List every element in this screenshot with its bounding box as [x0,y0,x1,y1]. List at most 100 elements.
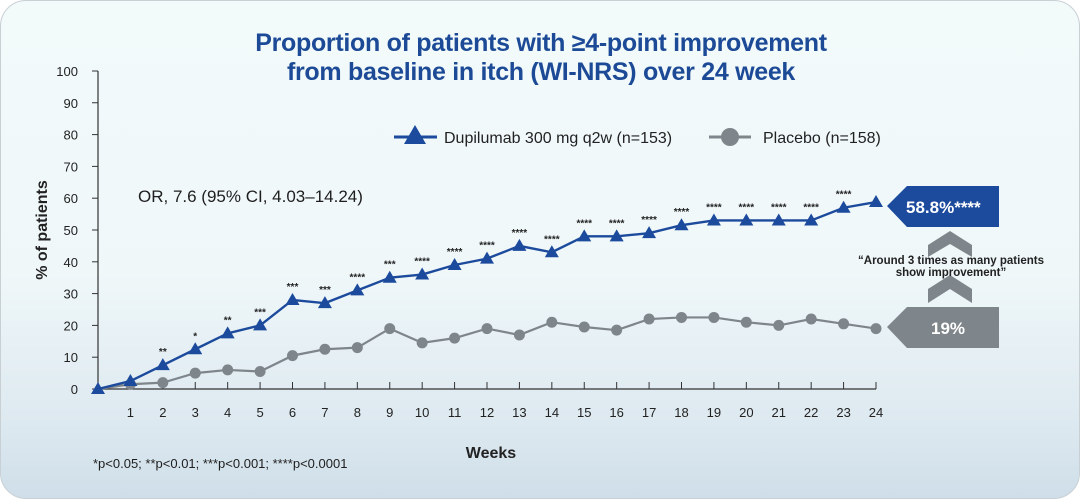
significance-label: *** [254,307,266,318]
dupilumab-data-point [123,374,138,387]
y-axis-title: % of patients [34,180,51,280]
placebo-data-point [157,377,169,389]
chevron-up-icon [928,275,972,303]
dupilumab-callout-value: 58.8%**** [906,198,981,217]
y-tick-label: 60 [64,191,78,206]
improvement-quote-line-1: “Around 3 times as many patients [858,255,1044,267]
x-tick-label: 3 [192,405,199,420]
x-tick-label: 20 [739,405,753,420]
placebo-data-point [189,367,201,379]
dupilumab-data-point [544,245,559,258]
significance-label: ** [224,315,232,326]
significance-label: **** [414,257,430,268]
significance-footnote: *p<0.05; **p<0.01; ***p<0.001; ****p<0.0… [93,456,347,471]
significance-label: **** [706,202,722,213]
chart-title: Proportion of patients with ≥4-point imp… [1,29,1079,87]
dupilumab-data-point [674,218,689,231]
placebo-callout-value: 19% [931,319,965,338]
x-tick-label: 4 [224,405,231,420]
placebo-callout-shape [887,307,999,348]
y-tick-label: 70 [64,159,78,174]
x-tick-label: 5 [256,405,263,420]
series-group: *********** ********** *******************… [91,190,883,394]
legend-placebo-circle-icon [721,128,739,146]
chart-title-line-2: from baseline in itch (WI-NRS) over 24 w… [286,58,796,86]
odds-ratio-annotation: OR, 7.6 (95% CI, 4.03–14.24) [138,187,363,206]
dupilumab-series-line [97,200,877,391]
dupilumab-data-point [285,292,300,305]
dupilumab-data-point [836,200,851,213]
y-tick-label: 20 [64,318,78,333]
placebo-data-point [287,350,298,362]
placebo-data-point [449,332,461,344]
placebo-data-point [222,364,234,376]
x-axis-title: Weeks [466,445,517,462]
y-tick-label: 30 [64,287,78,302]
callouts: 58.8%**** 19% “Around 3 times as many pa… [858,186,1044,348]
dupilumab-data-point [382,270,397,283]
y-tick-label: 50 [64,223,78,238]
placebo-data-point [546,316,558,328]
dupilumab-data-point [317,296,332,309]
placebo-data-point [578,321,590,333]
dupilumab-data-point [350,283,365,296]
placebo-data-point [416,337,428,349]
legend: Dupilumab 300 mg q2w (n=153) Placebo (n=… [394,125,881,147]
x-tick-label: 10 [415,405,429,420]
significance-label: **** [771,202,787,213]
dupilumab-data-point [771,213,786,226]
x-tick-label: 17 [642,405,656,420]
y-tick-label: 100 [56,64,78,79]
dupilumab-data-point [188,342,203,355]
placebo-data-point [513,329,525,341]
dupilumab-data-point [91,382,105,394]
chevron-up-icon [928,231,972,257]
legend-placebo-label: Placebo (n=158) [763,130,881,147]
x-tick-label: 18 [674,405,688,420]
placebo-data-point [676,311,687,323]
placebo-data-point [481,323,493,335]
placebo-data-point [254,366,266,378]
dupilumab-data-point [415,267,430,280]
x-tick-label: 23 [836,405,850,420]
placebo-data-point [805,313,817,325]
significance-label: **** [641,215,657,226]
dupilumab-data-point [512,238,527,251]
dupilumab-data-point [577,229,592,242]
significance-label: **** [739,202,755,213]
x-tick-label: 1 [127,405,134,420]
significance-label: **** [576,218,592,229]
significance-label: ** [159,347,167,358]
dupilumab-callout-shape [887,186,999,227]
dupilumab-data-point [706,213,721,226]
dupilumab-data-point [739,213,754,226]
placebo-data-point [870,323,882,335]
dupilumab-data-point [220,326,235,339]
significance-label: **** [836,190,852,201]
dupilumab-data-point [609,229,624,242]
significance-label: *** [319,285,331,296]
x-tick-label: 6 [289,405,296,420]
x-tick-label: 15 [577,405,591,420]
placebo-data-point [773,319,785,331]
x-tick-label: 22 [804,405,818,420]
significance-label: **** [512,228,528,239]
dupilumab-data-point [447,257,462,270]
dupilumab-data-point [253,318,268,331]
x-tick-label: 14 [545,405,559,420]
legend-dupilumab-label: Dupilumab 300 mg q2w (n=153) [444,130,672,147]
placebo-data-point [319,343,331,355]
significance-label: **** [544,234,560,245]
significance-label: **** [803,202,819,213]
x-tick-label: 8 [354,405,361,420]
x-tick-label: 11 [448,405,462,420]
significance-label: * [193,331,197,342]
legend-dupilumab-triangle-icon [404,125,426,144]
placebo-data-point [611,324,623,336]
dupilumab-data-point [869,195,883,208]
significance-label: **** [674,207,690,218]
significance-label: **** [447,247,463,258]
